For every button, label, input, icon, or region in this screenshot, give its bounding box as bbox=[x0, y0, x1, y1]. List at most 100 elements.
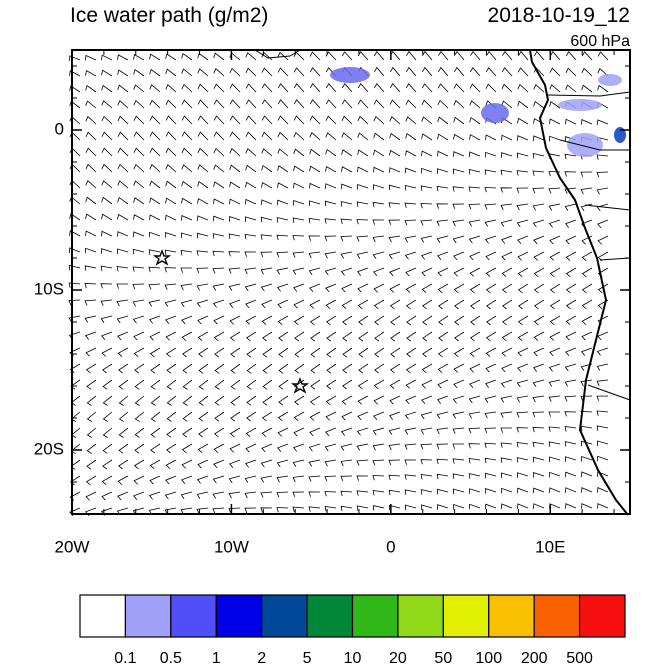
barb bbox=[485, 363, 497, 373]
barb bbox=[325, 132, 337, 141]
barb bbox=[372, 475, 385, 481]
barb bbox=[501, 267, 513, 277]
colorbar-label: 50 bbox=[434, 650, 452, 667]
barb bbox=[101, 331, 113, 341]
barb bbox=[213, 215, 225, 222]
barb bbox=[421, 133, 433, 141]
barb bbox=[133, 147, 145, 157]
axes: 20W 10W 0 10E 0 10S 20S bbox=[34, 50, 630, 556]
barb bbox=[149, 347, 161, 358]
barb bbox=[517, 487, 529, 494]
barb bbox=[342, 363, 353, 374]
barb bbox=[470, 331, 481, 342]
barb bbox=[180, 232, 193, 238]
barb bbox=[86, 411, 97, 422]
barb bbox=[148, 283, 161, 290]
barb bbox=[324, 491, 337, 497]
barb bbox=[452, 219, 465, 227]
barb bbox=[309, 67, 321, 77]
barb bbox=[214, 379, 225, 390]
barb bbox=[324, 475, 337, 482]
colorbar-box bbox=[351, 594, 399, 638]
barb bbox=[388, 184, 401, 191]
barb bbox=[276, 459, 289, 468]
barb bbox=[565, 487, 577, 493]
barb bbox=[261, 199, 273, 205]
barb bbox=[197, 315, 209, 325]
barb bbox=[485, 503, 497, 510]
barb bbox=[469, 100, 481, 109]
barb bbox=[580, 440, 593, 447]
barb bbox=[596, 154, 609, 160]
barb bbox=[293, 83, 305, 93]
barb bbox=[277, 411, 289, 422]
colorbar-label: 0.1 bbox=[114, 650, 136, 667]
barb bbox=[133, 214, 145, 221]
barb bbox=[229, 315, 241, 325]
barb bbox=[308, 217, 321, 224]
barb bbox=[116, 283, 128, 289]
barb bbox=[516, 187, 529, 194]
barb bbox=[405, 379, 417, 389]
barb bbox=[244, 491, 257, 498]
barb bbox=[420, 411, 433, 420]
barb bbox=[405, 83, 417, 93]
barb bbox=[532, 426, 545, 433]
colorbar-box bbox=[442, 594, 490, 638]
barb bbox=[437, 66, 449, 77]
barb bbox=[310, 347, 321, 358]
barb bbox=[580, 425, 593, 432]
barb bbox=[85, 363, 97, 374]
barb bbox=[277, 51, 289, 61]
barb bbox=[549, 283, 561, 294]
barb bbox=[452, 168, 465, 175]
lon-tick-label: 20W bbox=[55, 537, 90, 556]
barb bbox=[484, 427, 497, 434]
barb bbox=[389, 395, 401, 405]
barb bbox=[117, 54, 129, 61]
barb bbox=[134, 363, 145, 374]
barb bbox=[404, 459, 417, 465]
barb bbox=[580, 395, 593, 402]
barb bbox=[293, 67, 305, 77]
barb bbox=[293, 165, 305, 173]
barb bbox=[164, 283, 177, 290]
barb bbox=[373, 411, 385, 421]
barb bbox=[228, 251, 241, 257]
barb bbox=[277, 67, 289, 77]
barb bbox=[245, 148, 257, 157]
barb bbox=[197, 331, 209, 341]
barb bbox=[357, 283, 369, 293]
barb bbox=[468, 235, 481, 244]
barb bbox=[294, 331, 305, 342]
barb bbox=[372, 490, 385, 496]
barb bbox=[485, 488, 497, 494]
barb bbox=[501, 331, 513, 342]
borders bbox=[254, 49, 631, 401]
barb bbox=[597, 487, 609, 493]
barb bbox=[134, 395, 145, 406]
barb bbox=[116, 299, 129, 307]
barb bbox=[421, 504, 433, 510]
barb bbox=[325, 165, 337, 173]
barb bbox=[101, 84, 113, 93]
barb bbox=[230, 395, 241, 406]
barb bbox=[100, 299, 113, 306]
barb bbox=[405, 66, 417, 77]
barb bbox=[165, 131, 177, 141]
barb bbox=[262, 331, 273, 342]
barb bbox=[452, 473, 465, 479]
barb bbox=[85, 131, 97, 141]
barb bbox=[404, 251, 417, 260]
barb bbox=[549, 487, 561, 493]
barb bbox=[437, 150, 449, 157]
barb bbox=[310, 363, 321, 374]
barb bbox=[388, 219, 401, 226]
barb bbox=[214, 347, 225, 358]
barb bbox=[245, 52, 257, 61]
barb bbox=[309, 411, 321, 421]
barb bbox=[181, 164, 193, 173]
barb bbox=[276, 251, 289, 258]
barb bbox=[533, 251, 545, 261]
barb bbox=[149, 131, 161, 141]
